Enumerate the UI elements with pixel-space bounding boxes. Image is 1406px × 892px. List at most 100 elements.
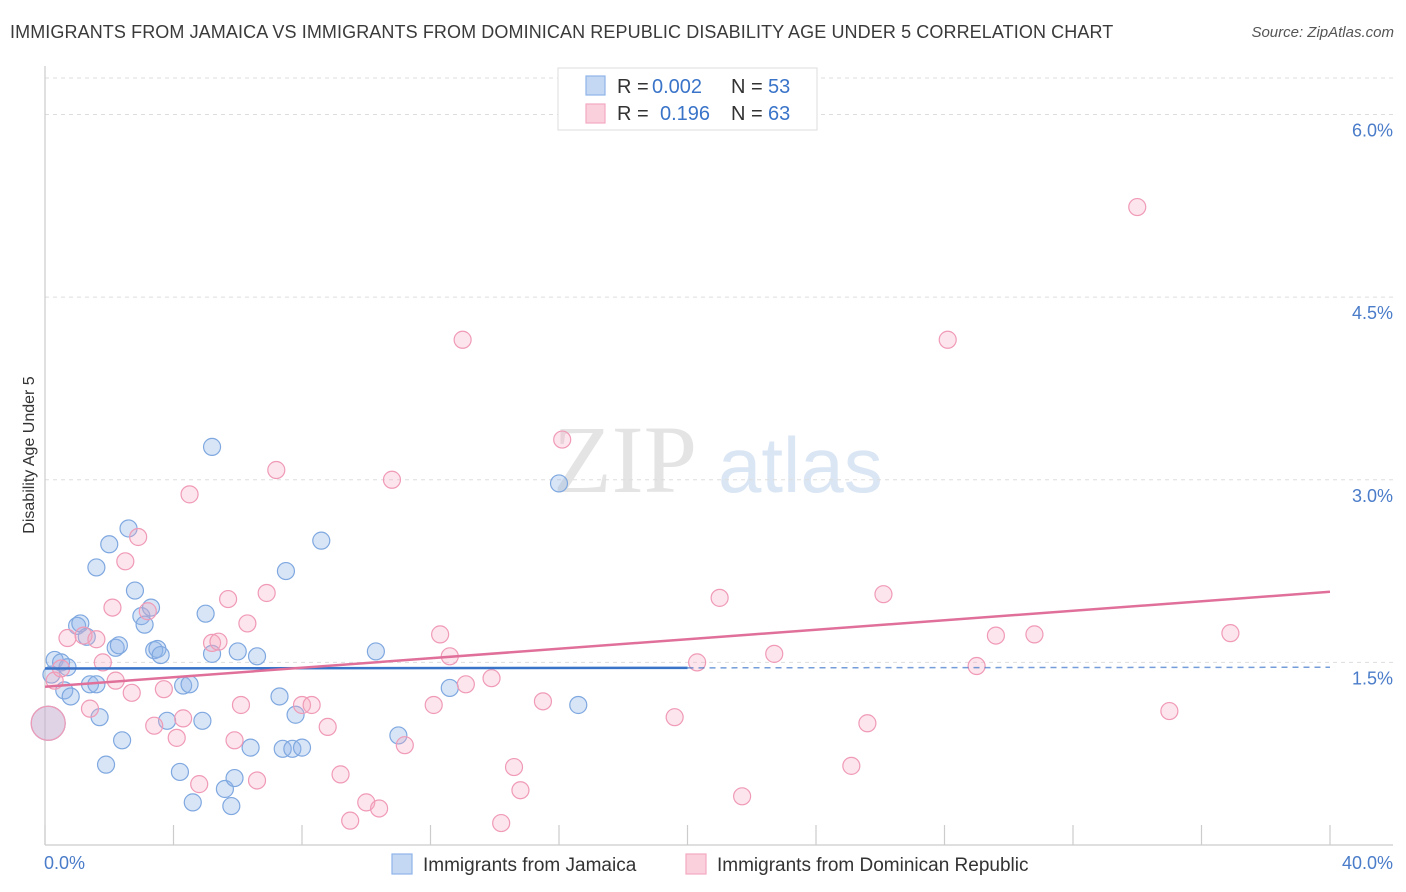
dominican-point xyxy=(341,811,360,830)
legend-n-value-jamaica: 53 xyxy=(768,76,790,98)
jamaica-point xyxy=(241,738,260,757)
y-tick-label: 3.0% xyxy=(1352,486,1393,506)
jamaica-trend-line-extension xyxy=(687,666,1331,669)
dominican-point xyxy=(1160,701,1179,721)
dominican-point xyxy=(382,470,402,489)
bottom-legend-label-jamaica: Immigrants from Jamaica xyxy=(423,855,637,876)
y-axis-label: Disability Age Under 5 xyxy=(21,376,38,534)
jamaica-point xyxy=(276,561,296,581)
dominican-point xyxy=(331,765,350,784)
jamaica-point xyxy=(202,437,222,456)
dominican-point xyxy=(431,625,450,644)
dominican-point xyxy=(453,330,472,349)
legend-n-value-dominican: 63 xyxy=(768,103,790,125)
dominican-point xyxy=(129,527,148,547)
x-tick-label-min: 0.0% xyxy=(44,853,85,873)
dominican-point xyxy=(553,430,572,449)
dominican-point xyxy=(247,771,267,790)
dominican-point xyxy=(116,552,135,571)
dominican-point xyxy=(167,728,186,747)
legend-r-value-dominican: 0.196 xyxy=(660,103,710,125)
jamaica-point xyxy=(170,762,190,782)
dominican-point xyxy=(765,644,784,663)
jamaica-point xyxy=(247,647,267,666)
dominican-point xyxy=(1128,197,1147,217)
jamaica-point xyxy=(222,796,241,816)
dominican-point xyxy=(80,699,100,718)
legend-n-label-dominican: N = xyxy=(731,103,763,125)
dominican-point xyxy=(395,736,414,755)
dominican-point xyxy=(492,813,511,833)
data-points xyxy=(30,197,1240,833)
jamaica-point xyxy=(389,726,408,745)
legend-r-label-dominican: R = xyxy=(617,103,649,125)
jamaica-point xyxy=(151,645,170,665)
dominican-point xyxy=(209,632,228,651)
dominican-point xyxy=(1221,624,1240,643)
dominican-trend-line xyxy=(44,590,1331,688)
dominican-point xyxy=(511,781,530,800)
dominican-point xyxy=(145,716,164,735)
dominican-point xyxy=(733,787,752,806)
dominican-point xyxy=(93,653,112,672)
jamaica-point xyxy=(228,642,247,661)
jamaica-point xyxy=(96,755,116,774)
dominican-point xyxy=(938,330,957,349)
dominican-point xyxy=(58,628,77,648)
jamaica-point xyxy=(292,738,312,757)
series-legend: Immigrants from Jamaica Immigrants from … xyxy=(391,853,1029,876)
jamaica-point xyxy=(225,768,244,788)
dominican-point xyxy=(154,680,173,699)
bottom-legend-swatch-jamaica xyxy=(391,853,413,875)
dominican-point xyxy=(302,695,321,715)
dominican-point xyxy=(138,602,157,621)
jamaica-point xyxy=(196,604,215,623)
jamaica-point xyxy=(286,705,305,724)
dominican-point xyxy=(504,757,524,777)
jamaica-point xyxy=(109,636,128,655)
legend-swatch-jamaica xyxy=(585,75,606,96)
legend-r-label-jamaica: R = xyxy=(617,76,649,98)
jamaica-point xyxy=(193,711,212,730)
jamaica-point xyxy=(366,642,385,661)
dominican-point xyxy=(370,799,389,818)
axes xyxy=(44,66,1393,846)
dominican-point xyxy=(874,585,893,604)
dominican-point xyxy=(533,692,553,711)
dominican-point xyxy=(87,630,106,649)
dominican-point xyxy=(174,709,193,728)
dominican-point xyxy=(456,675,475,694)
dominican-point xyxy=(225,731,244,750)
jamaica-point xyxy=(180,675,199,694)
y-tick-label: 1.5% xyxy=(1352,668,1393,688)
legend-r-value-jamaica: 0.002 xyxy=(652,76,702,98)
jamaica-point xyxy=(61,687,80,706)
jamaica-point xyxy=(283,739,302,758)
dominican-point xyxy=(710,588,729,607)
dominican-point xyxy=(231,695,251,715)
jamaica-point xyxy=(273,739,292,758)
jamaica-point xyxy=(312,531,331,550)
jamaica-point xyxy=(549,474,569,493)
bottom-legend-label-dominican: Immigrants from Dominican Republic xyxy=(717,855,1029,876)
watermark-zip: ZIP xyxy=(553,406,697,513)
correlation-legend: R = 0.002 N = 53 R = 0.196 N = 63 xyxy=(557,67,818,131)
legend-swatch-dominican xyxy=(585,103,606,124)
dominican-point xyxy=(180,485,199,504)
jamaica-point xyxy=(112,731,132,750)
x-tick-label-max: 40.0% xyxy=(1342,853,1393,873)
grid xyxy=(45,77,1393,663)
jamaica-point xyxy=(135,615,154,634)
y-tick-label: 6.0% xyxy=(1352,121,1393,141)
dominican-point xyxy=(238,614,257,633)
dominican-point xyxy=(1025,625,1044,644)
source-label: Source: ZipAtlas.com xyxy=(1251,24,1394,41)
dominican-point xyxy=(318,717,337,737)
watermark-atlas: atlas xyxy=(718,421,883,509)
trend-lines xyxy=(44,590,1331,688)
bottom-legend-swatch-dominican xyxy=(685,853,707,875)
dominican-point xyxy=(103,598,122,617)
dominican-point xyxy=(424,695,443,715)
dominican-point xyxy=(202,633,222,653)
